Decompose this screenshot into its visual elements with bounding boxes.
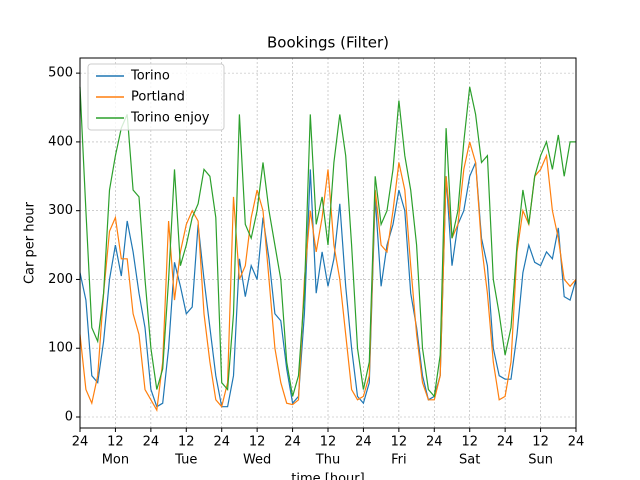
y-tick-label: 400	[48, 134, 73, 149]
x-tick-label: 12	[249, 435, 266, 450]
y-tick-label: 300	[48, 203, 73, 218]
legend-box	[87, 63, 225, 131]
day-label: Tue	[174, 453, 197, 468]
day-label: Fri	[391, 453, 407, 468]
x-tick-label: 24	[355, 435, 372, 450]
x-tick-label: 24	[72, 435, 89, 450]
y-tick-label: 200	[48, 272, 73, 287]
x-tick-label: 24	[284, 435, 301, 450]
day-label: Wed	[243, 453, 271, 468]
day-label: Sun	[528, 453, 553, 468]
data-line	[79, 86, 576, 398]
y-tick-label: 100	[48, 341, 73, 356]
day-label: Mon	[102, 453, 129, 468]
y-tick-label: 500	[48, 66, 73, 81]
x-tick-label: 12	[107, 435, 124, 450]
legend-label: Portland	[131, 90, 185, 105]
plot-frame	[79, 57, 577, 429]
data-line	[79, 162, 577, 408]
x-tick-label: 24	[213, 435, 230, 450]
x-tick-label: 24	[143, 435, 160, 450]
x-tick-label: 24	[497, 435, 514, 450]
day-label: Thu	[315, 453, 340, 468]
x-tick-label: 12	[391, 435, 408, 450]
y-axis-label: Car per hour	[23, 201, 38, 284]
x-tick-label: 12	[178, 435, 195, 450]
legend-label: Torino	[130, 69, 170, 84]
x-axis-label: time [hour]	[291, 472, 364, 480]
day-label: Sat	[459, 453, 480, 468]
x-tick-label: 12	[461, 435, 478, 450]
x-tick-label: 24	[568, 435, 585, 450]
x-tick-label: 12	[532, 435, 549, 450]
y-tick-label: 0	[65, 409, 73, 424]
x-tick-label: 12	[320, 435, 337, 450]
chart-title: Bookings (Filter)	[267, 34, 389, 52]
legend-label: Torino enjoy	[130, 111, 210, 126]
x-tick-label: 24	[426, 435, 443, 450]
